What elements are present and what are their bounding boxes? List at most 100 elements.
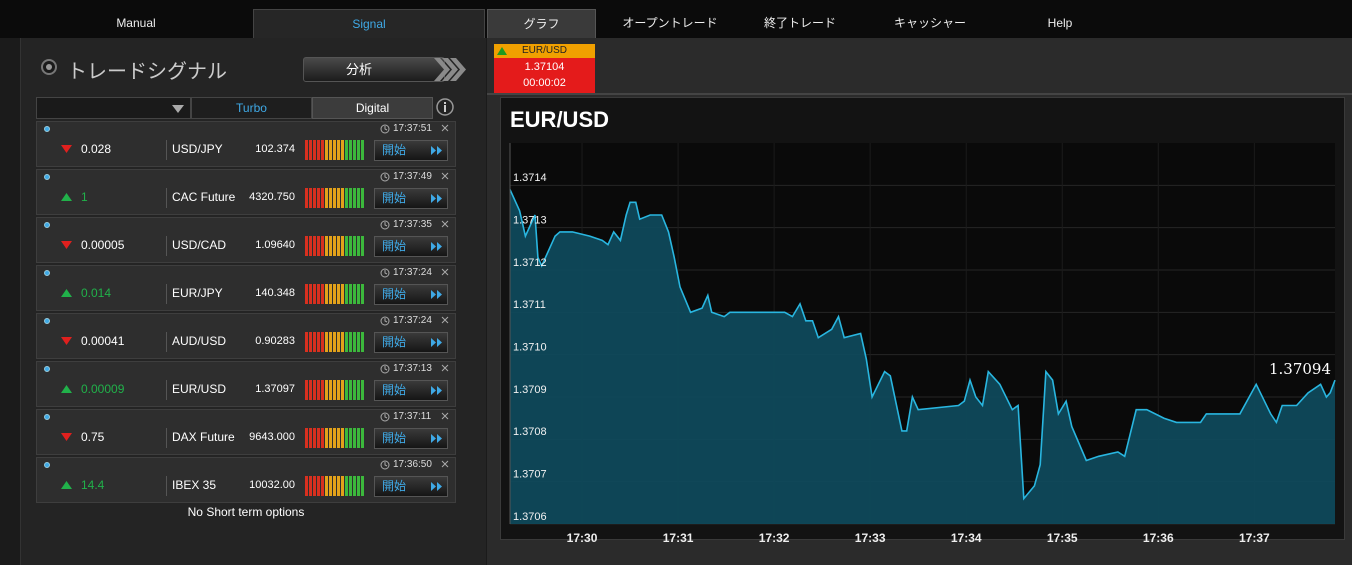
y-tick-label: 1.3710 [513,342,547,354]
chevrons [434,58,466,81]
meter-bar [309,428,312,448]
close-icon[interactable] [441,124,449,132]
signal-time: 17:37:49 [393,171,432,182]
divider [166,476,167,496]
nav-tab[interactable]: Signal [253,9,485,38]
meter-bar [317,332,320,352]
nav-tab[interactable]: グラフ [487,9,596,38]
meter-bar [349,236,352,256]
meter-bar [317,188,320,208]
nav-tab[interactable]: キャッシャー [893,16,966,30]
meter-bar [345,188,348,208]
info-stem [444,105,446,112]
start-button[interactable]: 開始 [374,140,448,161]
signal-price: 140.348 [255,287,295,299]
close-icon[interactable] [441,316,449,324]
meter-bar [361,476,364,496]
signal-time: 17:37:11 [393,411,432,422]
meter-bar [317,140,320,160]
signal-change: 0.00009 [81,382,125,396]
start-label: 開始 [382,143,407,157]
close-icon[interactable] [441,460,449,468]
signal-row: 17:37:51 0.028 USD/JPY 102.374 開始 [36,121,456,167]
meter-bar [357,380,360,400]
nav-tab[interactable]: Help [1047,16,1073,30]
nav-tab[interactable]: オープントレード [622,16,718,30]
x-tick-label: 17:31 [663,531,694,545]
start-button[interactable]: 開始 [374,188,448,209]
close-icon[interactable] [441,220,449,228]
strength-meter [305,476,365,496]
clock-icon [380,412,390,422]
meter-bar [345,332,348,352]
signal-asset: DAX Future [172,430,235,444]
info-icon[interactable] [435,97,455,117]
meter-bar [313,188,316,208]
meter-bar [361,188,364,208]
close-icon[interactable] [441,412,449,420]
strength-meter [305,188,365,208]
meter-bar [317,380,320,400]
nav-tab[interactable]: 終了トレード [763,16,836,30]
start-button[interactable]: 開始 [374,428,448,449]
x-tick-label: 17:36 [1143,531,1174,545]
start-button[interactable]: 開始 [374,284,448,305]
status-dot [44,222,50,228]
meter-bar [341,332,344,352]
tab-digital[interactable]: Digital [312,97,433,119]
clock-icon [380,220,390,230]
ticker-timer: 00:00:02 [523,77,566,89]
start-button[interactable]: 開始 [374,236,448,257]
clock-icon [380,460,390,470]
start-button[interactable]: 開始 [374,332,448,353]
start-button[interactable]: 開始 [374,476,448,497]
signal-asset: EUR/JPY [172,286,223,300]
nav-tab[interactable]: Manual [116,16,156,30]
y-tick-label: 1.3714 [513,172,547,184]
meter-bar [329,140,332,160]
meter-bar [361,380,364,400]
meter-bar [333,380,336,400]
info-dot [444,102,446,104]
meter-bar [333,236,336,256]
close-shape [441,172,449,180]
meter-bar [349,332,352,352]
strength-meter [305,284,365,304]
meter-bar [313,380,316,400]
start-chevrons [431,290,442,299]
divider [166,332,167,352]
start-button[interactable]: 開始 [374,380,448,401]
close-icon[interactable] [441,364,449,372]
tab-turbo[interactable]: Turbo [191,97,312,119]
clock-face [380,412,390,422]
meter-bar [349,476,352,496]
y-tick-label: 1.3707 [513,469,547,481]
meter-bar [341,428,344,448]
chevron-shape [434,58,466,81]
clock-hands [384,174,388,179]
signal-time: 17:37:51 [393,123,432,134]
meter-bar [321,380,324,400]
direction-arrow [61,289,72,297]
meter-bar [337,236,340,256]
ticker-head [494,44,595,58]
close-shape [441,268,449,276]
signal-row: 17:37:35 0.00005 USD/CAD 1.09640 開始 [36,217,456,263]
meter-bar [325,236,328,256]
analysis-button[interactable]: 分析 [303,57,445,82]
dropdown[interactable] [36,97,191,119]
close-icon[interactable] [441,268,449,276]
meter-bar [353,236,356,256]
direction-arrow [61,481,72,489]
signal-row: 17:37:24 0.014 EUR/JPY 140.348 開始 [36,265,456,311]
meter-bar [309,188,312,208]
meter-bar [353,140,356,160]
clock-icon [380,124,390,134]
ticker[interactable]: EUR/USD 1.37104 00:00:02 [494,44,595,93]
start-chevrons [431,242,442,251]
arrow-shape [61,145,72,153]
close-icon[interactable] [441,172,449,180]
radio[interactable] [41,59,57,75]
